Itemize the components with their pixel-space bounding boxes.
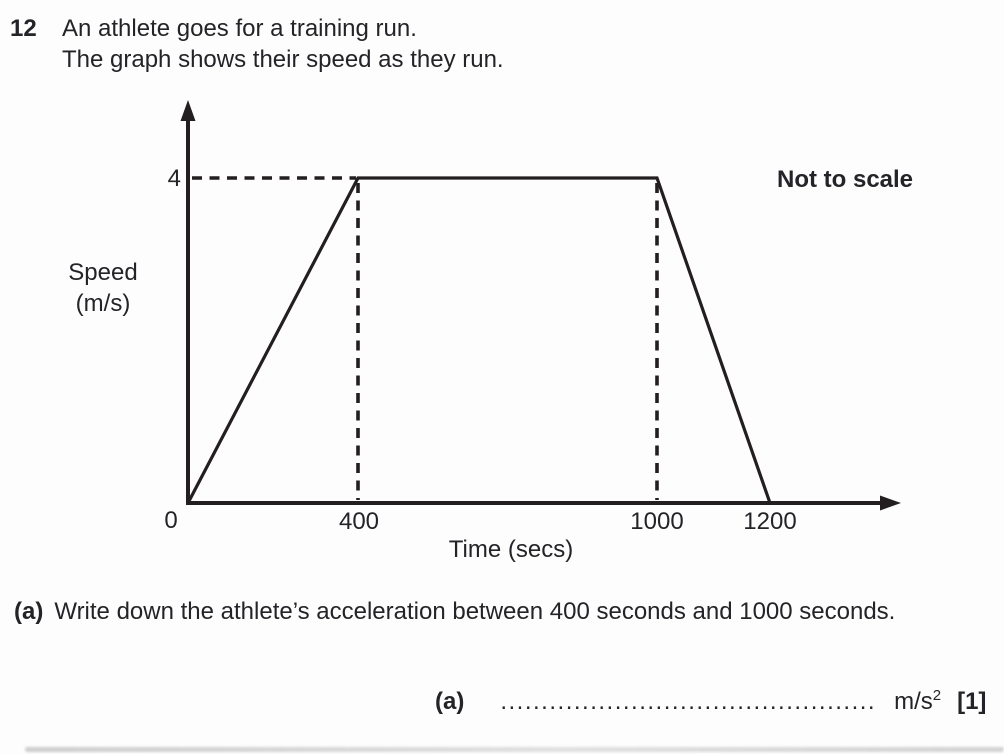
answer-blank: ........................................…	[500, 688, 877, 715]
x-tick-label-1000: 1000	[630, 508, 684, 535]
x-axis-title: Time (secs)	[448, 536, 574, 563]
answer-unit-exponent: 2	[932, 687, 942, 704]
y-axis-arrow	[180, 100, 196, 121]
not-to-scale-note: Not to scale	[777, 166, 914, 193]
question-part-a: (a) Write down the athlete’s acceleratio…	[14, 596, 895, 627]
answer-part-label: (a)	[435, 688, 465, 715]
x-tick-label-400: 400	[338, 508, 380, 535]
question-header: 12 An athlete goes for a training run. T…	[10, 13, 504, 75]
marks-badge: [1]	[957, 688, 987, 715]
answer-unit: m/s2	[894, 686, 941, 717]
part-a-label: (a)	[14, 598, 44, 625]
page-bottom-scan-artifact	[25, 747, 1004, 752]
question-number: 12	[10, 15, 37, 42]
speed-curve	[186, 176, 772, 504]
part-a-text: Write down the athlete’s acceleration be…	[54, 598, 896, 625]
y-axis-title: Speed (m/s)	[40, 257, 166, 319]
y-axis-title-line-2: (m/s)	[75, 290, 131, 317]
question-intro: An athlete goes for a training run. The …	[62, 13, 504, 75]
y-tick-label-4: 4	[167, 165, 181, 192]
intro-line-1: An athlete goes for a training run.	[62, 15, 417, 42]
x-tick-label-0: 0	[164, 507, 178, 534]
x-axis-arrow	[880, 495, 901, 511]
intro-line-2: The graph shows their speed as they run.	[62, 46, 504, 73]
answer-unit-base: m/s	[894, 688, 933, 715]
x-tick-label-1200: 1200	[743, 508, 797, 535]
y-axis-title-line-1: Speed	[68, 259, 138, 286]
answer-line: (a) ....................................…	[435, 686, 986, 717]
